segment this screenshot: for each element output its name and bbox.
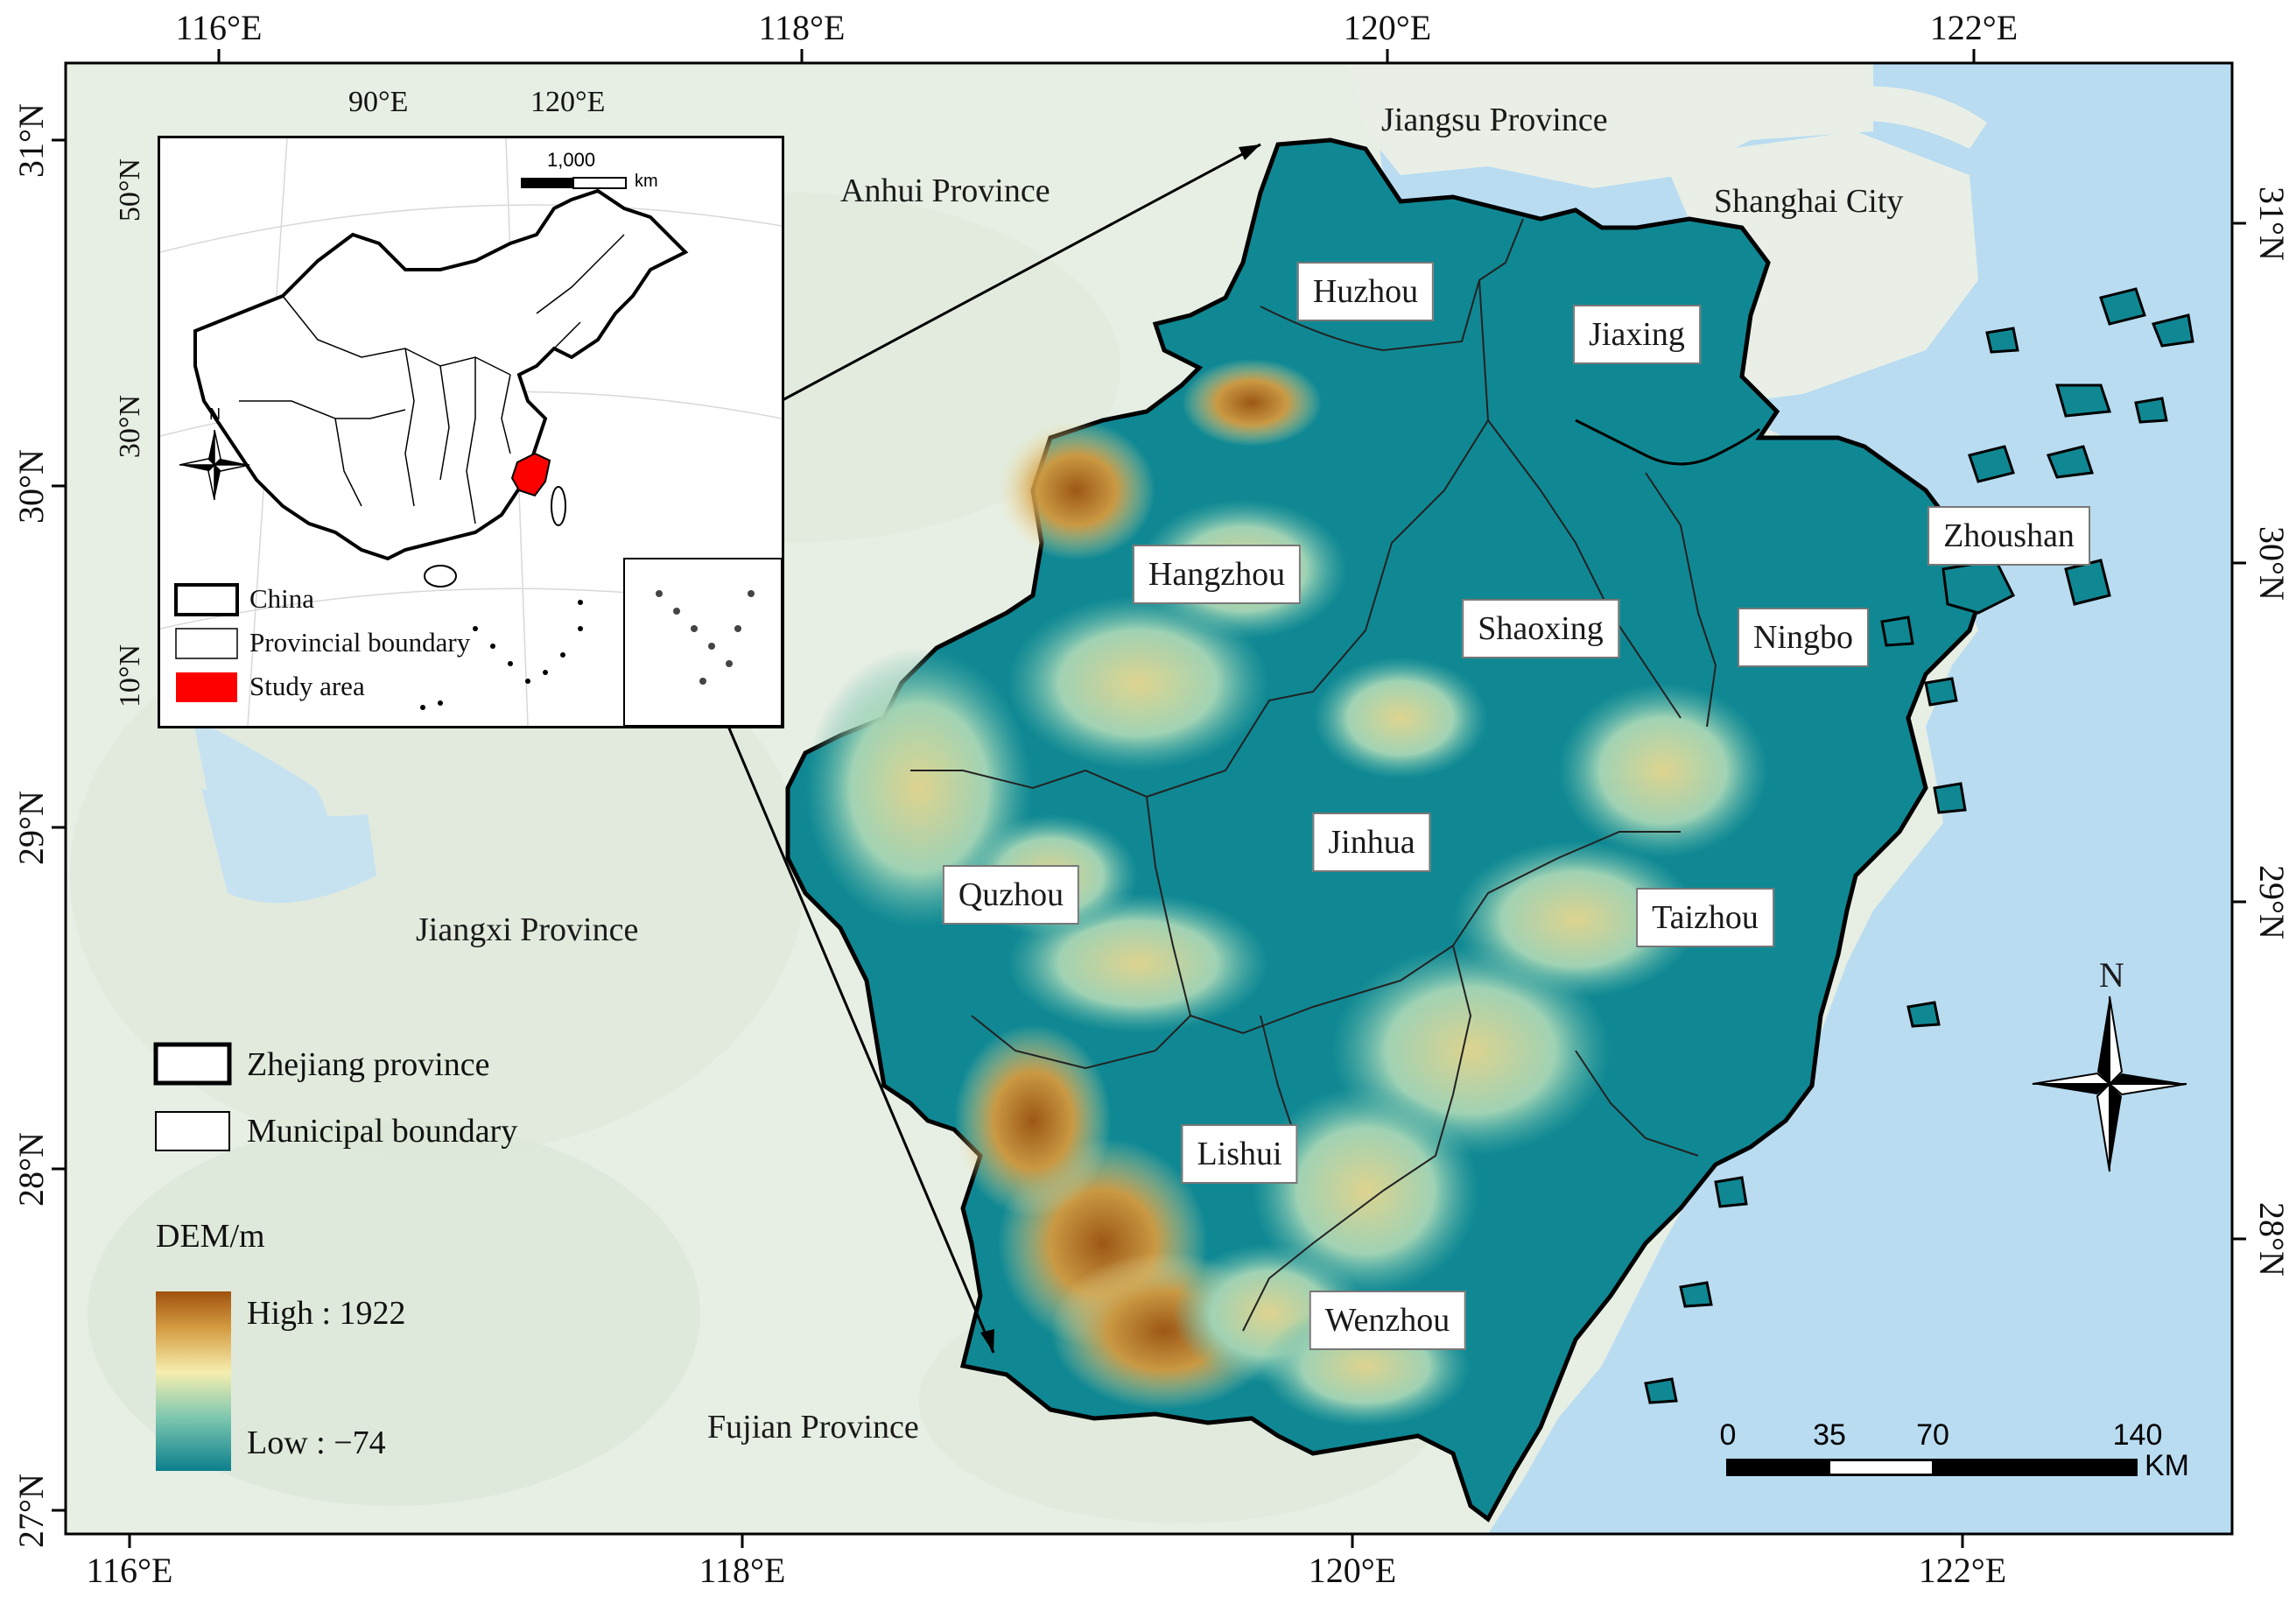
north-arrow	[2032, 995, 2187, 1172]
label-shanghai: Shanghai City	[1714, 183, 1904, 220]
inset-legend-study: Study area	[249, 671, 365, 701]
scale-label-35: 35	[1813, 1418, 1846, 1452]
south-sea-inset	[623, 558, 782, 726]
grat-left-29: 29°N	[11, 790, 51, 865]
map-frame	[64, 61, 2234, 1536]
city-zhoushan: Zhoushan	[1927, 506, 2090, 566]
city-taizhou: Taizhou	[1636, 888, 1774, 947]
sea-area	[1366, 63, 2232, 1534]
dem-color-ramp	[156, 1291, 231, 1471]
grat-top-118: 118°E	[758, 8, 846, 47]
inset-legend-china: China	[249, 583, 315, 614]
grat-bottom-120: 120°E	[1308, 1551, 1397, 1590]
legend-zhejiang: Zhejiang province	[247, 1046, 490, 1083]
legend-municipal: Municipal boundary	[247, 1113, 518, 1150]
city-quzhou: Quzhou	[942, 865, 1080, 925]
inset-grat-30n: 30°N	[114, 394, 147, 459]
grat-left-27: 27°N	[11, 1473, 51, 1548]
inset-scale-value: 1,000	[547, 149, 596, 171]
grat-top-116: 116°E	[175, 8, 263, 47]
scale-unit: KM	[2145, 1449, 2189, 1482]
inset-grat-90e: 90°E	[348, 86, 409, 118]
grat-right-30: 30°N	[2251, 525, 2292, 601]
grat-left-28: 28°N	[11, 1131, 51, 1207]
inset-map: 90°E 120°E 50°N 30°N 10°N 1,000 km N Chi…	[114, 86, 784, 728]
legend-dem-low: Low : −74	[247, 1425, 386, 1461]
inset-legend-provincial: Provincial boundary	[249, 627, 471, 658]
scale-bar: 0 35 70 140	[1720, 1418, 2162, 1478]
label-jiangsu: Jiangsu Province	[1381, 102, 1608, 138]
legend-municipal-swatch	[155, 1111, 230, 1151]
legend-zhejiang-swatch	[153, 1042, 232, 1086]
north-arrow-label: N	[2099, 955, 2124, 995]
city-jinhua: Jinhua	[1312, 813, 1431, 872]
label-fujian: Fujian Province	[707, 1409, 919, 1446]
city-lishui: Lishui	[1181, 1124, 1298, 1184]
city-jiaxing: Jiaxing	[1573, 305, 1701, 364]
inset-grat-120e: 120°E	[530, 86, 606, 118]
city-hangzhou: Hangzhou	[1132, 545, 1302, 604]
grat-bottom-116: 116°E	[86, 1551, 173, 1590]
scale-label-140: 140	[2112, 1418, 2163, 1452]
inset-north-label: N	[209, 405, 221, 423]
municipal-boundaries	[910, 218, 1717, 1332]
legend-dem-high: High : 1922	[247, 1295, 406, 1332]
grat-right-29: 29°N	[2251, 864, 2292, 939]
city-huzhou: Huzhou	[1296, 262, 1435, 321]
inset-canvas	[160, 138, 782, 726]
grat-right-28: 28°N	[2251, 1201, 2292, 1277]
scale-label-0: 0	[1719, 1418, 1737, 1452]
china-outline	[193, 188, 689, 561]
inset-legend-provincial-swatch	[175, 628, 238, 659]
inset-scale-unit: km	[635, 172, 658, 191]
city-wenzhou: Wenzhou	[1309, 1291, 1466, 1350]
legend-dem-title: DEM/m	[156, 1218, 265, 1255]
city-ningbo: Ningbo	[1738, 608, 1869, 667]
inset-grat-10n: 10°N	[114, 644, 147, 708]
grat-bottom-122: 122°E	[1918, 1551, 2007, 1590]
grat-left-30: 30°N	[11, 448, 51, 524]
label-anhui: Anhui Province	[840, 172, 1050, 209]
inset-legend-study-swatch	[176, 672, 237, 702]
scale-bar-segments	[1726, 1459, 2138, 1476]
inset-grat-50n: 50°N	[114, 158, 147, 222]
grat-top-120: 120°E	[1343, 8, 1432, 47]
study-area	[510, 452, 551, 497]
grat-top-122: 122°E	[1929, 8, 2019, 47]
grat-bottom-118: 118°E	[699, 1551, 786, 1590]
grat-left-31: 31°N	[11, 102, 51, 178]
scale-label-70: 70	[1916, 1418, 1949, 1452]
label-jiangxi: Jiangxi Province	[416, 911, 639, 948]
grat-right-31: 31°N	[2251, 186, 2292, 261]
inset-legend-china-swatch	[174, 583, 239, 616]
city-shaoxing: Shaoxing	[1462, 599, 1619, 658]
